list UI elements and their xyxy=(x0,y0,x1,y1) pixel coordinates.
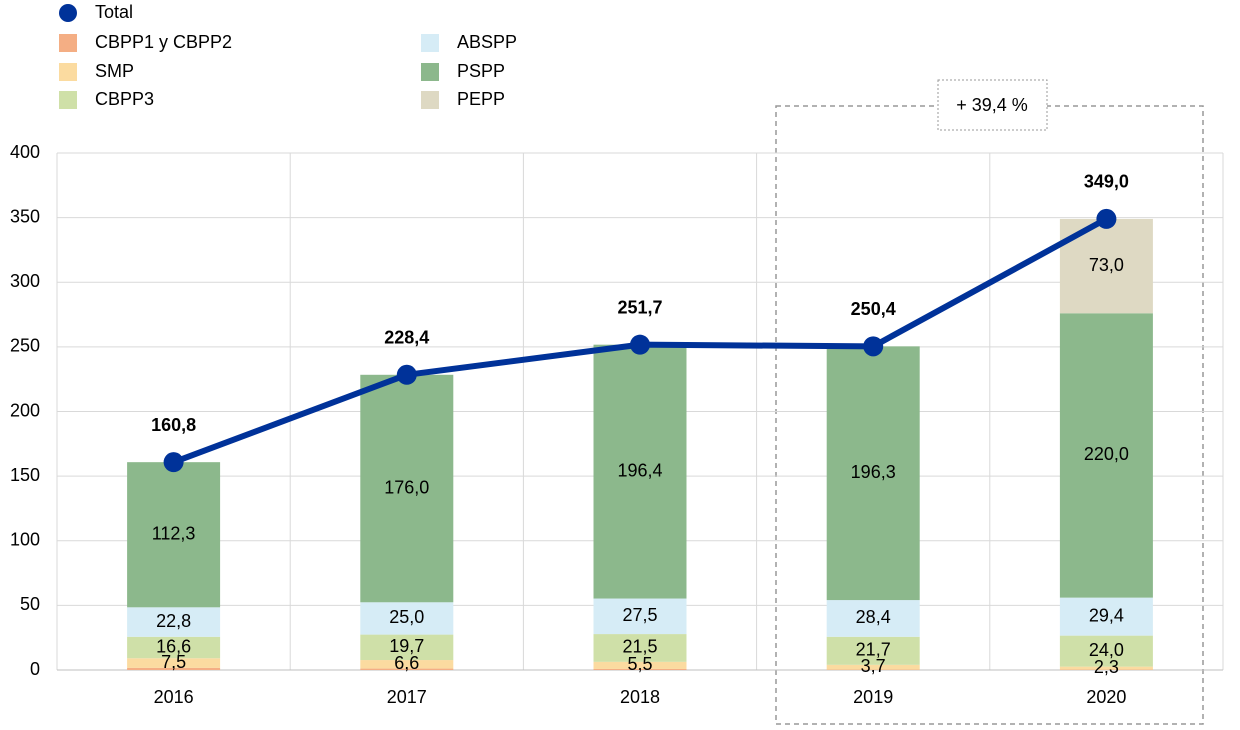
legend-label: Total xyxy=(95,2,133,22)
bar-segment xyxy=(593,661,687,669)
bar-segment xyxy=(127,658,221,668)
legend-marker xyxy=(59,63,77,81)
bar-segment xyxy=(1059,666,1153,670)
total-point xyxy=(396,364,417,385)
total-point xyxy=(630,334,650,355)
legend-label: PEPP xyxy=(457,89,505,109)
legend-marker xyxy=(421,34,439,52)
x-tick-label: 2018 xyxy=(620,687,660,707)
legend-marker xyxy=(59,91,77,109)
total-label: 160,8 xyxy=(151,415,196,435)
value-label: 112,3 xyxy=(152,523,196,543)
total-point xyxy=(163,452,184,473)
legend-label: SMP xyxy=(95,61,134,81)
total-label: 251,7 xyxy=(617,297,662,317)
legend-label: PSPP xyxy=(457,61,505,81)
bar-segment xyxy=(826,600,920,637)
bar-segment xyxy=(127,636,221,659)
bar-segment xyxy=(593,598,687,635)
total-label: 250,4 xyxy=(851,299,896,319)
value-label: 25,0 xyxy=(389,607,424,627)
value-label: 22,8 xyxy=(156,611,191,631)
bar-segment xyxy=(826,636,920,665)
bar-segment xyxy=(360,602,454,635)
value-label: 6,6 xyxy=(394,653,419,673)
value-label: 7,5 xyxy=(161,652,186,672)
total-point xyxy=(863,336,884,357)
legend-marker xyxy=(421,63,439,81)
y-tick-label: 350 xyxy=(10,206,40,226)
y-tick-label: 300 xyxy=(10,271,40,291)
value-label: 29,4 xyxy=(1089,605,1124,625)
value-label: 3,7 xyxy=(861,656,886,676)
bar-segment xyxy=(593,668,687,670)
y-tick-label: 200 xyxy=(10,400,40,420)
y-tick-label: 250 xyxy=(10,336,40,356)
legend-marker xyxy=(421,91,439,109)
y-tick-label: 400 xyxy=(10,142,40,162)
x-tick-label: 2017 xyxy=(387,687,427,707)
bar-segment xyxy=(127,667,221,670)
y-tick-label: 50 xyxy=(20,594,40,614)
y-tick-label: 150 xyxy=(10,465,40,485)
bar-segment xyxy=(593,634,687,662)
x-tick-label: 2016 xyxy=(154,687,194,707)
bar-segment xyxy=(593,344,687,599)
legend-marker xyxy=(59,4,77,22)
value-label: 196,3 xyxy=(851,462,896,482)
value-label: 2,3 xyxy=(1094,657,1119,677)
bar-segment xyxy=(1059,313,1153,598)
legend-marker xyxy=(59,34,77,52)
bar-segment xyxy=(826,346,920,601)
legend-label: CBPP3 xyxy=(95,89,154,109)
value-label: 176,0 xyxy=(384,477,429,497)
value-label: 196,4 xyxy=(617,460,662,480)
y-tick-label: 0 xyxy=(30,659,40,679)
annotation-box xyxy=(937,79,1048,131)
value-label: 28,4 xyxy=(856,607,891,627)
total-label: 228,4 xyxy=(384,328,429,348)
value-label: 21,7 xyxy=(856,640,891,660)
bar-segment xyxy=(360,374,454,603)
value-label: 21,5 xyxy=(622,637,657,657)
bar-segment xyxy=(127,607,221,637)
bar-segment xyxy=(127,462,221,608)
bar-segment xyxy=(360,634,454,661)
value-label: 220,0 xyxy=(1084,444,1129,464)
annotation: + 39,4 % xyxy=(956,95,1028,115)
bar-segment xyxy=(360,660,454,669)
value-label: 5,5 xyxy=(627,654,652,674)
value-label: 24,0 xyxy=(1089,640,1124,660)
value-label: 73,0 xyxy=(1089,255,1124,275)
total-point xyxy=(1096,208,1117,229)
legend-label: ABSPP xyxy=(457,32,517,52)
bar-segment xyxy=(826,664,920,670)
x-tick-label: 2020 xyxy=(1086,687,1126,707)
y-tick-label: 100 xyxy=(10,530,40,550)
bar-segment xyxy=(1059,597,1153,636)
value-label: 19,7 xyxy=(389,636,424,656)
bar-segment xyxy=(1059,635,1153,667)
bar-segment xyxy=(360,668,454,670)
value-label: 16,6 xyxy=(156,636,191,656)
x-tick-label: 2019 xyxy=(853,687,893,707)
value-label: 27,5 xyxy=(622,605,657,625)
legend-label: CBPP1 y CBPP2 xyxy=(95,32,232,52)
total-label: 349,0 xyxy=(1084,172,1129,192)
